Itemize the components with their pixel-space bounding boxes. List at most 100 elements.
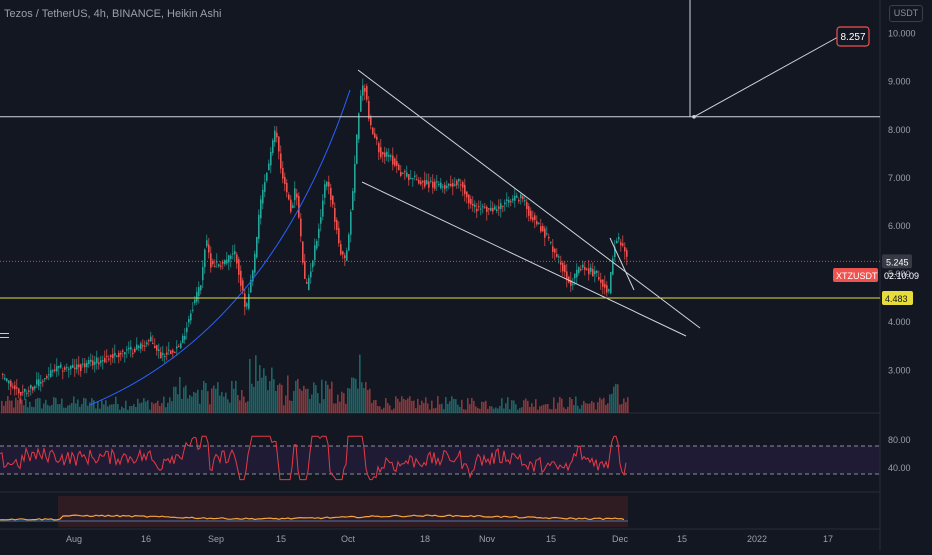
volume-bar (433, 408, 435, 413)
volume-bar (239, 400, 241, 413)
volume-bar (231, 381, 233, 413)
volume-bar (491, 406, 493, 413)
volume-bar (71, 402, 73, 413)
volume-bar (129, 405, 131, 413)
symbol-tag-label: XTZUSDT (836, 271, 878, 281)
volume-bar (131, 406, 133, 413)
volume-bar (537, 409, 539, 413)
candle-body (250, 280, 252, 293)
price-tick-label: 7.000 (888, 173, 911, 183)
candle-body (506, 199, 508, 201)
volume-bar (399, 401, 401, 413)
candle-body (386, 151, 388, 157)
volume-bar (443, 409, 445, 413)
volume-bar (87, 405, 89, 413)
volume-bar (119, 409, 121, 413)
volume-bar (589, 403, 591, 413)
volume-bar (571, 399, 573, 413)
candle-body (604, 283, 606, 288)
volume-bar (31, 406, 33, 413)
candle-body (142, 345, 144, 347)
volume-bar (387, 403, 389, 413)
candle-body (128, 347, 130, 350)
candle-body (272, 140, 274, 153)
volume-bar (533, 406, 535, 413)
volume-bar (409, 396, 411, 413)
candle-body (416, 179, 418, 181)
candle-body (238, 259, 240, 275)
volume-bar (465, 409, 467, 413)
volume-bar (45, 399, 47, 413)
volume-bar (413, 400, 415, 413)
volume-bar (565, 409, 567, 413)
volume-bar (363, 388, 365, 413)
volume-bar (557, 402, 559, 413)
volume-bar (597, 402, 599, 413)
volume-bar (529, 406, 531, 413)
volume-bar (285, 395, 287, 413)
volume-bar (93, 400, 95, 413)
candle-body (408, 174, 410, 181)
volume-bar (33, 407, 35, 413)
volume-bar (415, 408, 417, 413)
wedge-lower-line (361, 181, 687, 337)
volume-bar (339, 401, 341, 413)
candle-body (568, 276, 570, 283)
menu-handle-icon[interactable] (0, 333, 9, 334)
volume-bar (77, 399, 79, 413)
candle-body (348, 234, 350, 251)
volume-bar (365, 382, 367, 413)
volume-bar (11, 400, 13, 413)
volume-bar (295, 380, 297, 413)
volume-bar (423, 403, 425, 413)
volume-bar (193, 391, 195, 413)
volume-bar (389, 405, 391, 413)
volume-bar (283, 405, 285, 413)
volume-bar (261, 377, 263, 413)
candle-body (572, 283, 574, 285)
candle-body (166, 352, 168, 355)
candle-body (556, 254, 558, 257)
volume-bar (519, 408, 521, 413)
volume-bar (27, 407, 29, 413)
candle-body (468, 194, 470, 204)
candle-body (4, 378, 6, 380)
target-label: 8.257 (840, 32, 865, 43)
volume-bar (281, 384, 283, 413)
candle-body (10, 380, 12, 387)
candle-body (438, 183, 440, 185)
candle-body (294, 188, 296, 201)
volume-bar (551, 409, 553, 413)
volume-bar (41, 408, 43, 413)
volume-bar (89, 402, 91, 413)
volume-bar (539, 406, 541, 413)
volume-bar (361, 382, 363, 413)
candle-body (198, 287, 200, 297)
candle-body (262, 189, 264, 204)
volume-bar (171, 401, 173, 413)
volume-bar (405, 399, 407, 413)
volume-bar (101, 400, 103, 413)
time-tick-label: 15 (276, 534, 286, 544)
candle-body (274, 130, 276, 143)
candle-body (336, 219, 338, 231)
candle-body (244, 293, 246, 307)
candle-body (170, 350, 172, 355)
candle-body (504, 202, 506, 205)
volume-bar (197, 389, 199, 413)
candle-body (508, 200, 510, 203)
candle-body (376, 136, 378, 140)
currency-button[interactable]: USDT (889, 5, 923, 22)
candle-body (550, 242, 552, 244)
volume-bar (151, 402, 153, 413)
candle-body (98, 362, 100, 365)
volume-bar (53, 397, 55, 413)
candle-body (164, 356, 166, 358)
candle-body (174, 351, 176, 353)
volume-bar (489, 406, 491, 413)
volume-bar (427, 403, 429, 413)
candle-body (574, 273, 576, 279)
candle-body (152, 343, 154, 345)
